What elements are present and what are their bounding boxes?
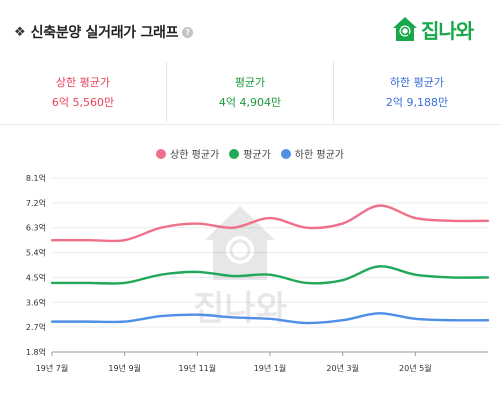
logo: 집나와 <box>390 12 474 46</box>
summary-average: 평균가 4억 4,904만 <box>166 62 334 122</box>
x-tick-label: 19년 7월 <box>36 363 69 373</box>
watermark: 집나와 <box>193 206 287 329</box>
y-tick-label: 8.1억 <box>26 173 46 183</box>
summary-upper-value: 6억 5,560만 <box>51 96 115 109</box>
watermark-text: 집나와 <box>193 289 287 329</box>
series-line-0 <box>50 204 490 243</box>
x-tick-label: 19년 9월 <box>108 363 141 373</box>
legend-item-lower[interactable]: 하한 평균가 <box>280 146 344 161</box>
legend-label-lower: 하한 평균가 <box>294 150 344 161</box>
summary-lower-value: 2억 9,188만 <box>385 96 449 109</box>
x-tick-label: 19년 1월 <box>254 363 287 373</box>
legend-item-average[interactable]: 평균가 <box>229 146 271 161</box>
legend-dot-average <box>229 148 240 159</box>
y-tick-label: 2.7억 <box>26 322 46 332</box>
summary-lower-label: 하한 평균가 <box>389 76 445 89</box>
x-tick-label: 19년 11월 <box>179 363 217 373</box>
legend-label-average: 평균가 <box>243 150 271 161</box>
help-icon[interactable]: ? <box>182 26 194 38</box>
summary-upper-label: 상한 평균가 <box>55 76 111 89</box>
page-title: 신축분양 실거래가 그래프 <box>30 25 179 41</box>
y-tick-label: 6.3억 <box>26 223 46 233</box>
series-line-1 <box>50 265 490 285</box>
y-tick-label: 3.6억 <box>26 297 46 307</box>
summary-average-value: 4억 4,904만 <box>218 96 282 109</box>
y-tick-label: 4.5억 <box>26 272 46 282</box>
summary-average-label: 평균가 <box>234 76 266 89</box>
house-search-icon <box>393 17 417 41</box>
x-tick-label: 20년 3월 <box>326 363 359 373</box>
price-summary: 상한 평균가 6억 5,560만 평균가 4억 4,904만 하한 평균가 2억… <box>0 62 500 122</box>
y-tick-label: 1.8억 <box>26 347 46 357</box>
logo-text: 집나와 <box>421 18 474 43</box>
series-line-2 <box>50 312 490 325</box>
header: ❖ 신축분양 실거래가 그래프 ? 집나와 <box>0 0 500 58</box>
y-tick-label: 7.2억 <box>26 198 46 208</box>
y-tick-label: 5.4억 <box>26 248 46 258</box>
legend-dot-lower <box>280 148 291 159</box>
legend-label-upper: 상한 평균가 <box>170 150 220 161</box>
title-area: ❖ 신축분양 실거래가 그래프 ? <box>14 22 194 42</box>
divider <box>0 124 500 125</box>
legend-dot-upper <box>156 148 166 159</box>
y-axis: 8.1억 7.2억 6.3억 5.4억 4.5억 3.6억 2.7억 1.8억 <box>26 173 46 357</box>
summary-lower: 하한 평균가 2억 9,188만 <box>334 62 500 122</box>
x-tick-label: 20년 5월 <box>399 363 432 373</box>
chart-legend: 상한 평균가 평균가 하한 평균가 <box>0 146 500 161</box>
x-axis: 19년 7월 19년 9월 19년 11월 19년 1월 20년 3월 20년 5월 <box>36 351 488 373</box>
series-layer <box>50 204 490 325</box>
price-line-chart: 집나와 8.1억 7.2억 6.3억 5.4억 4.5억 3.6억 2.7억 1.8억 19년… <box>26 173 490 373</box>
summary-upper: 상한 평균가 6억 5,560만 <box>0 62 166 122</box>
diamond-icon: ❖ <box>14 24 26 40</box>
legend-item-upper[interactable]: 상한 평균가 <box>156 146 219 161</box>
